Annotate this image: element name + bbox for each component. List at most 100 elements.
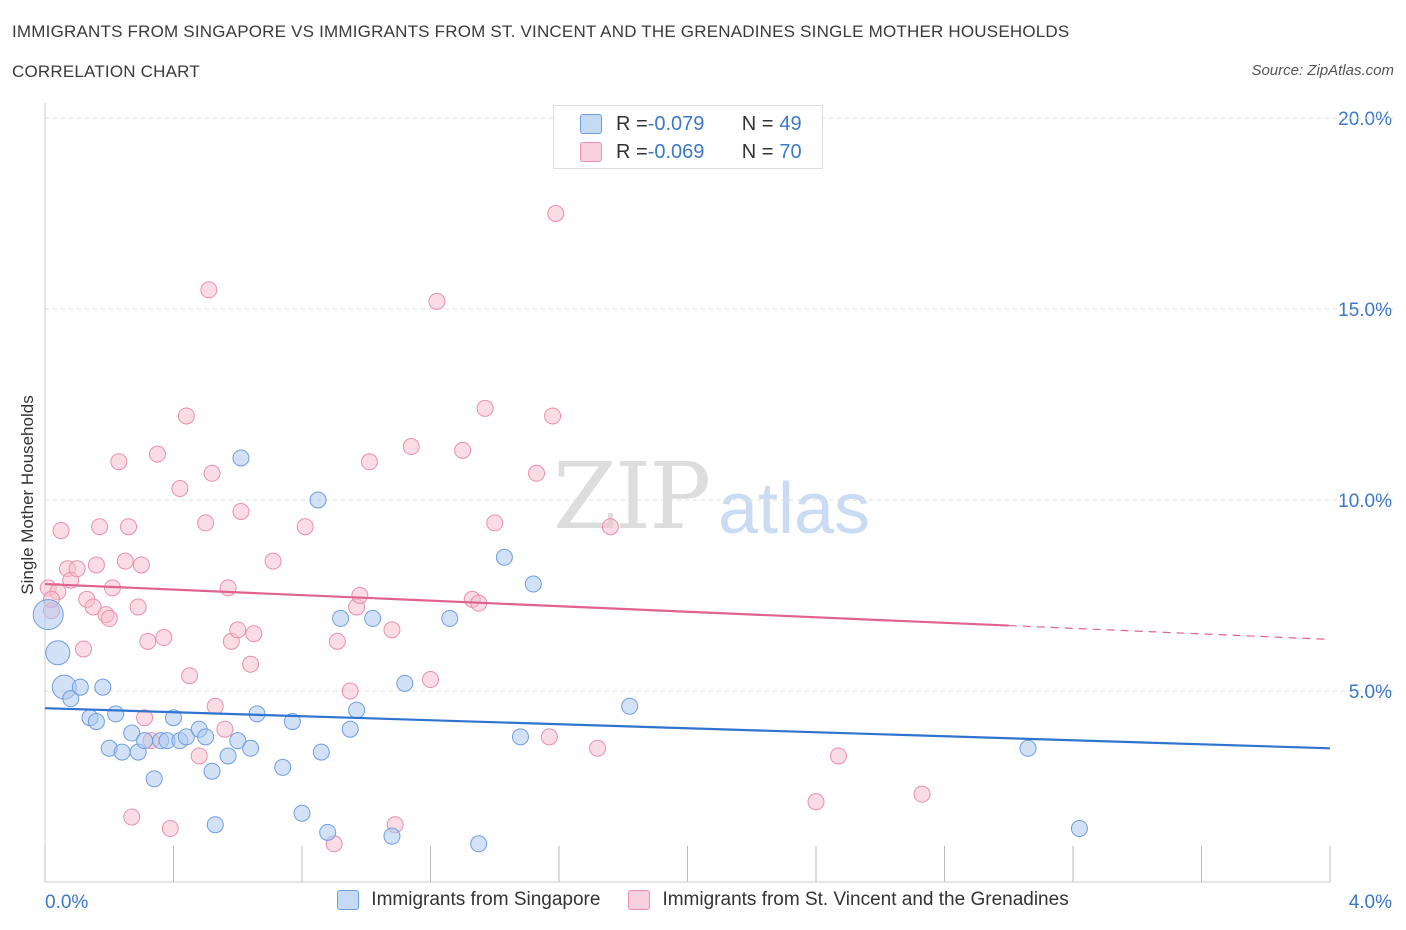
- point-st-vincent: [383, 621, 401, 639]
- point-st-vincent: [351, 587, 369, 604]
- point-st-vincent: [528, 464, 546, 482]
- legend-r-label: R =: [616, 112, 648, 135]
- point-singapore: [274, 758, 292, 776]
- point-st-vincent: [428, 292, 446, 310]
- point-st-vincent: [75, 640, 93, 658]
- legend-n-value: 49: [779, 112, 802, 135]
- point-st-vincent: [486, 514, 504, 532]
- chart-title: IMMIGRANTS FROM SINGAPORE VS IMMIGRANTS …: [12, 22, 1070, 41]
- point-singapore: [470, 835, 488, 853]
- point-st-vincent: [200, 281, 218, 299]
- point-st-vincent: [197, 514, 215, 532]
- point-singapore: [62, 690, 80, 708]
- legend-n-label: N =: [741, 140, 774, 163]
- point-singapore: [441, 609, 459, 627]
- series-legend-label: Immigrants from Singapore: [371, 889, 601, 910]
- point-singapore: [1070, 820, 1088, 838]
- point-st-vincent: [190, 747, 208, 765]
- point-singapore: [332, 609, 350, 627]
- point-st-vincent: [100, 609, 118, 627]
- point-st-vincent: [84, 598, 102, 616]
- point-st-vincent: [139, 632, 157, 650]
- y-tick-label: 10.0%: [1338, 491, 1392, 512]
- point-singapore: [113, 743, 131, 761]
- legend-swatch-pink: [580, 142, 602, 162]
- point-st-vincent: [544, 407, 562, 425]
- point-st-vincent: [87, 556, 105, 574]
- point-singapore: [495, 548, 513, 566]
- point-singapore: [283, 713, 301, 731]
- correlation-legend: R = -0.079 N = 49 R = -0.069 N = 70: [553, 105, 823, 169]
- point-singapore: [197, 728, 215, 746]
- point-st-vincent: [181, 667, 199, 685]
- point-st-vincent: [148, 445, 166, 463]
- point-st-vincent: [476, 399, 494, 417]
- chart-subtitle: CORRELATION CHART: [12, 62, 200, 81]
- point-st-vincent: [360, 453, 378, 471]
- point-singapore: [242, 739, 260, 757]
- point-st-vincent: [123, 808, 141, 826]
- point-st-vincent: [206, 697, 224, 715]
- point-singapore: [341, 720, 359, 738]
- x-tick-label: 4.0%: [1349, 892, 1392, 913]
- series-legend-label: Immigrants from St. Vincent and the Gren…: [662, 889, 1069, 910]
- source-credit: Source: ZipAtlas.com: [1251, 62, 1394, 79]
- point-st-vincent: [829, 747, 847, 765]
- point-st-vincent: [264, 552, 282, 570]
- trend-line-st-vincent: [44, 582, 1009, 627]
- point-st-vincent: [807, 793, 825, 811]
- point-singapore: [312, 743, 330, 761]
- point-singapore: [219, 747, 237, 765]
- point-st-vincent: [328, 632, 346, 650]
- point-singapore: [71, 678, 89, 696]
- point-st-vincent: [547, 205, 565, 222]
- trend-line-dashed-st-vincent: [1008, 624, 1331, 641]
- point-singapore: [107, 705, 125, 723]
- point-singapore: [203, 762, 221, 780]
- point-st-vincent: [402, 438, 420, 456]
- trend-line-singapore: [44, 707, 1331, 750]
- point-singapore: [364, 609, 382, 627]
- legend-n-value: 70: [779, 140, 802, 163]
- point-st-vincent: [52, 522, 70, 540]
- point-st-vincent: [171, 480, 189, 498]
- point-st-vincent: [136, 709, 154, 727]
- legend-r-value: -0.069: [647, 140, 705, 163]
- point-singapore: [94, 678, 112, 696]
- legend-row-singapore: R = -0.079 N = 49: [580, 113, 802, 135]
- point-singapore: [123, 724, 141, 742]
- legend-row-st-vincent: R = -0.069 N = 70: [580, 141, 802, 163]
- legend-r-label: R =: [616, 140, 648, 163]
- point-st-vincent: [216, 720, 234, 738]
- point-st-vincent: [601, 518, 619, 536]
- point-st-vincent: [242, 655, 260, 673]
- point-singapore: [1019, 739, 1037, 757]
- point-st-vincent: [203, 464, 221, 482]
- watermark-atlas: atlas: [718, 469, 871, 549]
- point-singapore: [165, 709, 182, 727]
- point-singapore: [87, 713, 105, 731]
- point-singapore: [524, 575, 542, 593]
- series-legend: Immigrants from Singapore Immigrants fro…: [0, 889, 1406, 911]
- point-st-vincent: [540, 728, 558, 746]
- point-st-vincent: [229, 621, 247, 639]
- point-st-vincent: [232, 502, 250, 520]
- point-singapore: [206, 816, 224, 834]
- y-tick-label: 15.0%: [1338, 300, 1392, 321]
- y-tick-label: 5.0%: [1349, 682, 1392, 703]
- point-st-vincent: [422, 671, 439, 689]
- point-st-vincent: [913, 785, 931, 803]
- point-st-vincent: [129, 598, 147, 616]
- point-st-vincent: [245, 625, 263, 643]
- series-legend-item-st-vincent: Immigrants from St. Vincent and the Gren…: [628, 889, 1069, 911]
- point-singapore: [621, 697, 639, 715]
- point-st-vincent: [132, 556, 150, 574]
- point-singapore: [177, 728, 195, 746]
- legend-swatch-blue: [580, 114, 602, 134]
- point-st-vincent: [454, 441, 472, 459]
- point-st-vincent: [116, 552, 134, 570]
- x-tick-label: 0.0%: [45, 892, 88, 913]
- point-st-vincent: [91, 518, 109, 536]
- series-swatch-pink: [628, 890, 651, 910]
